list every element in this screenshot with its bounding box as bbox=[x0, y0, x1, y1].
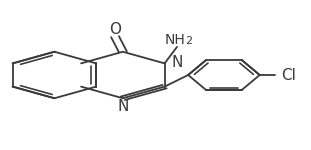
Text: N: N bbox=[171, 55, 183, 70]
Text: NH: NH bbox=[165, 33, 186, 47]
Text: Cl: Cl bbox=[281, 68, 296, 82]
Text: O: O bbox=[109, 22, 121, 38]
Text: 2: 2 bbox=[185, 36, 193, 46]
Text: N: N bbox=[117, 99, 128, 114]
